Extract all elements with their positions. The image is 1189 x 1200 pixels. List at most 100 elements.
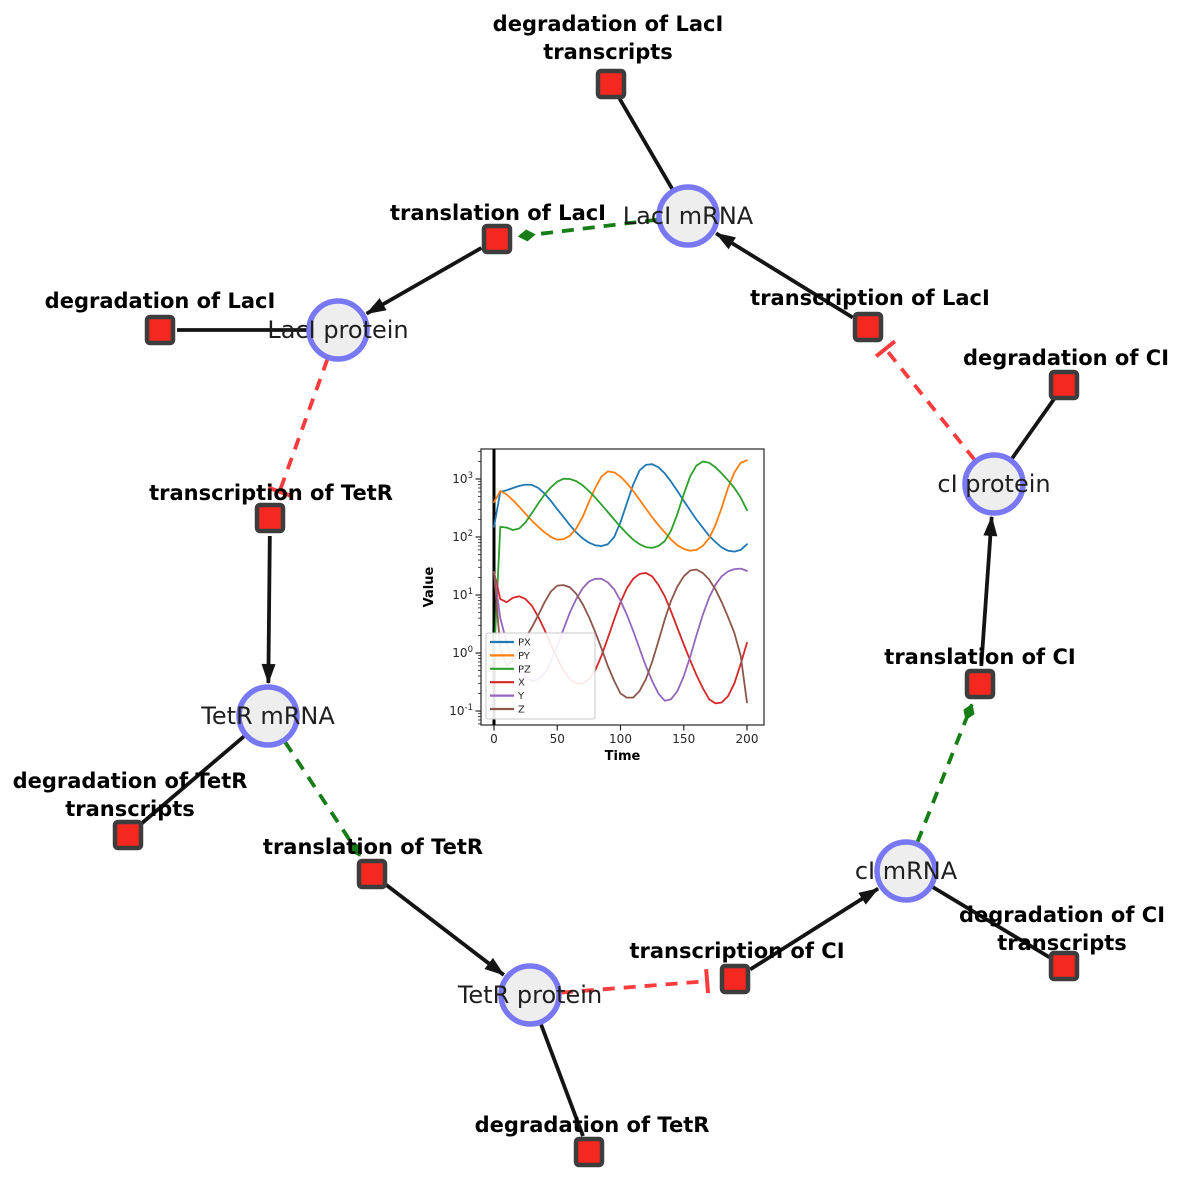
edge-consumption-tetr-mrna-to-deg-tetr-transcripts <box>139 734 246 826</box>
y-tick-label: 10-1 <box>449 703 473 718</box>
legend-box <box>485 632 596 720</box>
legend-entry-Y: Y <box>490 691 525 702</box>
reaction-label-line: degradation of CI <box>959 903 1165 927</box>
label-layer: LacI mRNA LacI protein TetR mRNA TetR prote… <box>13 12 1169 1137</box>
reaction-node-deg-tetr-transcripts <box>112 819 144 851</box>
species-label-tetr-mrna: TetR mRNA <box>200 702 335 730</box>
series-line-Z <box>493 568 748 704</box>
reaction-label-deg-laci: degradation of LacI <box>45 289 276 313</box>
edge-consumption-laci-mrna-to-deg-laci-transcripts <box>617 97 675 191</box>
reaction-node-deg-laci <box>144 314 176 346</box>
reaction-label-deg-laci-transcripts: degradation of LacI transcripts <box>493 12 724 64</box>
species-node-tetr-mrna <box>236 684 300 748</box>
reaction-label-line: translation of CI <box>884 645 1075 669</box>
legend-label: PY <box>518 651 531 662</box>
reaction-node-transcription-ci <box>719 963 751 995</box>
reaction-node-deg-ci <box>1048 369 1080 401</box>
reaction-node-transcription-laci <box>852 311 884 343</box>
reaction-label-line: degradation of CI <box>963 346 1169 370</box>
species-node-ci-protein <box>962 452 1026 516</box>
y-axis-ticks: 10-1 100 101 102 103 <box>449 450 481 725</box>
reaction-node-translation-ci <box>964 668 996 700</box>
legend: PX PY PZ XYZ <box>485 632 596 720</box>
reaction-label-line: transcripts <box>65 797 195 821</box>
reaction-label-transcription-ci: transcription of CI <box>629 939 844 963</box>
reaction-label-line: transcription of CI <box>629 939 844 963</box>
reaction-label-deg-tetr-transcripts: degradation of TetR transcripts <box>13 769 248 821</box>
reaction-node-translation-laci <box>481 223 513 255</box>
edge-production-translation-tetr-to-tetr-protein <box>385 883 505 977</box>
edge-consumption-tetr-protein-to-deg-tetr <box>539 1023 585 1137</box>
reaction-label-line: transcripts <box>543 40 673 64</box>
legend-entry-X: X <box>490 678 525 689</box>
reaction-label-translation-tetr: translation of TetR <box>263 835 483 859</box>
reaction-label-line: transcription of LacI <box>750 286 990 310</box>
node-layer <box>112 68 1080 1168</box>
edge-production-transcription-laci-to-laci-mrna <box>715 231 854 320</box>
legend-entry-PY: PY <box>490 651 531 662</box>
reaction-label-transcription-laci: transcription of LacI <box>750 286 990 310</box>
reaction-label-transcription-tetr: transcription of TetR <box>149 481 393 505</box>
y-axis-label: Value <box>422 566 437 607</box>
species-label-laci-protein: LacI protein <box>267 316 408 344</box>
edge-production-transcription-tetr-to-tetr-mrna <box>261 535 276 685</box>
reaction-label-translation-ci: translation of CI <box>884 645 1075 669</box>
edge-production-transcription-ci-to-ci-mrna <box>749 887 880 971</box>
edge-modifier-ci-mrna-to-translation-ci <box>915 703 975 843</box>
x-axis-label: Time <box>605 749 641 764</box>
edge-inhibition-ci-protein-to-transcription-laci <box>874 339 977 462</box>
reaction-node-deg-tetr <box>573 1136 605 1168</box>
legend-label: PZ <box>518 664 531 675</box>
y-tick-label: 102 <box>452 529 473 544</box>
legend-entry-Z: Z <box>490 705 525 716</box>
x-tick-label: 150 <box>672 732 695 746</box>
reaction-label-translation-laci: translation of LacI <box>390 201 606 225</box>
species-node-laci-protein <box>306 298 370 362</box>
reaction-label-line: degradation of LacI <box>45 289 276 313</box>
edge-production-translation-laci-to-laci-protein <box>365 246 483 316</box>
x-tick-label: 200 <box>736 732 759 746</box>
edge-layer <box>139 97 1056 1137</box>
legend-label: Y <box>517 691 525 702</box>
reaction-label-deg-ci: degradation of CI <box>963 346 1169 370</box>
x-axis-ticks: 0 50 100 150 200 <box>490 725 758 746</box>
species-label-tetr-protein: TetR protein <box>457 981 602 1009</box>
edge-modifier-laci-mrna-to-translation-laci <box>517 217 658 242</box>
x-tick-label: 0 <box>490 732 498 746</box>
x-tick-label: 100 <box>609 732 632 746</box>
reaction-label-line: translation of TetR <box>263 835 483 859</box>
reaction-node-deg-ci-transcripts <box>1048 950 1080 982</box>
y-tick-label: 101 <box>452 587 473 602</box>
reaction-label-line: degradation of LacI <box>493 12 724 36</box>
x-tick-label: 50 <box>550 732 565 746</box>
species-node-ci-mrna <box>874 839 938 903</box>
reaction-label-line: transcripts <box>997 931 1127 955</box>
legend-label: PX <box>518 638 531 649</box>
species-label-ci-protein: cI protein <box>937 470 1050 498</box>
legend-label: X <box>518 678 525 689</box>
time-series-inset-chart: 10-1 100 101 102 103 0 50 100 150 200 Time Value PX P… <box>420 438 772 770</box>
reaction-label-line: degradation of TetR <box>13 769 248 793</box>
reaction-label-line: transcription of TetR <box>149 481 393 505</box>
reaction-node-transcription-tetr <box>254 502 286 534</box>
reaction-node-translation-tetr <box>356 858 388 890</box>
edge-inhibition-tetr-protein-to-transcription-ci <box>560 969 711 995</box>
legend-label: Z <box>518 705 525 716</box>
reaction-label-line: degradation of TetR <box>475 1113 710 1137</box>
series-line-PY <box>493 459 748 552</box>
edge-consumption-ci-protein-to-deg-ci <box>1010 397 1056 460</box>
species-label-laci-mrna: LacI mRNA <box>623 202 754 230</box>
reaction-label-deg-tetr: degradation of TetR <box>475 1113 710 1137</box>
edge-modifier-tetr-mrna-to-translation-tetr <box>283 740 362 857</box>
series-lines <box>493 459 748 705</box>
reaction-label-deg-ci-transcripts: degradation of CI transcripts <box>959 903 1165 955</box>
legend-entry-PX: PX <box>490 638 531 649</box>
edge-consumption-ci-mrna-to-deg-ci-transcripts <box>931 885 1051 959</box>
series-line-PZ <box>493 460 748 660</box>
reaction-node-deg-laci-transcripts <box>595 68 627 100</box>
species-node-laci-mrna <box>656 184 720 248</box>
species-label-ci-mrna: cI mRNA <box>855 857 958 885</box>
y-tick-label: 100 <box>452 645 473 660</box>
